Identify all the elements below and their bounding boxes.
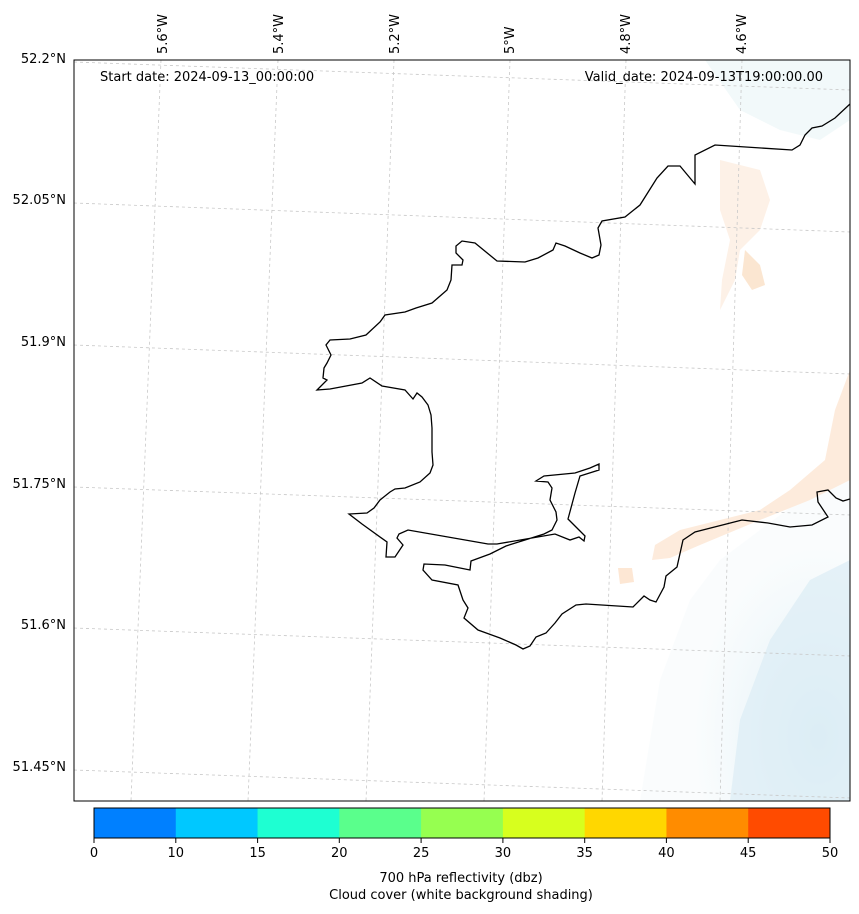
- colorbar-segment: [503, 808, 585, 838]
- colorbar-segment: [666, 808, 748, 838]
- colorbar-tick-label: 15: [249, 846, 266, 861]
- start-date-label: Start date: 2024-09-13_00:00:00: [100, 70, 314, 85]
- colorbar-tick-label: 45: [740, 846, 757, 861]
- lat-label: 52.2°N: [21, 52, 66, 67]
- reflectivity-shading-small: [742, 250, 765, 290]
- colorbar-segment: [339, 808, 421, 838]
- colorbar-segment: [176, 808, 258, 838]
- lat-label: 51.6°N: [21, 618, 66, 633]
- colorbar-segment: [94, 808, 176, 838]
- lat-label: 51.45°N: [13, 760, 66, 775]
- lon-label: 5.6°W: [156, 14, 171, 54]
- colorbar-tick-label: 40: [658, 846, 675, 861]
- lon-label: 5.4°W: [272, 14, 287, 54]
- colorbar-tick-label: 25: [413, 846, 430, 861]
- reflectivity-shading-spot: [618, 568, 634, 584]
- map-figure: [0, 0, 859, 914]
- lon-label: 4.8°W: [619, 14, 634, 54]
- colorbar-segment: [748, 808, 830, 838]
- lat-label: 51.9°N: [21, 335, 66, 350]
- colorbar-segment: [258, 808, 340, 838]
- colorbar-segment: [421, 808, 503, 838]
- colorbar-tick-label: 0: [90, 846, 98, 861]
- colorbar: [94, 808, 831, 838]
- lon-label: 4.6°W: [735, 14, 750, 54]
- colorbar-ticks: [94, 838, 830, 843]
- lon-label: 5°W: [503, 26, 518, 54]
- lat-label: 52.05°N: [13, 193, 66, 208]
- colorbar-tick-label: 20: [331, 846, 348, 861]
- colorbar-tick-label: 10: [168, 846, 185, 861]
- colorbar-segment: [585, 808, 667, 838]
- colorbar-tick-label: 30: [495, 846, 512, 861]
- colorbar-tick-label: 50: [822, 846, 839, 861]
- valid-date-label: Valid_date: 2024-09-13T19:00:00.00: [585, 70, 823, 85]
- colorbar-label-line2: Cloud cover (white background shading): [0, 888, 859, 903]
- lat-label: 51.75°N: [13, 477, 66, 492]
- lon-label: 5.2°W: [388, 14, 403, 54]
- colorbar-tick-label: 35: [576, 846, 593, 861]
- colorbar-label-line1: 700 hPa reflectivity (dbz): [0, 871, 859, 886]
- reflectivity-shading-north: [720, 160, 770, 310]
